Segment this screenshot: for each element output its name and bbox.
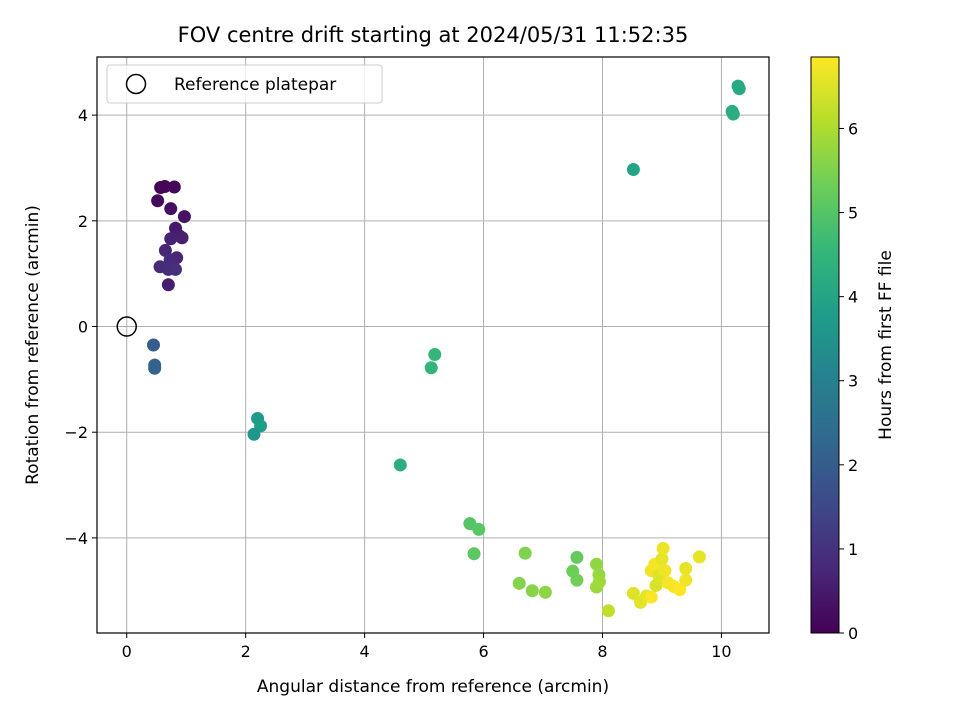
data-point — [679, 562, 693, 576]
data-point — [512, 576, 526, 590]
x-axis-label: Angular distance from reference (arcmin) — [257, 677, 609, 697]
data-point — [601, 604, 615, 618]
data-point — [393, 458, 407, 472]
data-point — [732, 82, 746, 96]
data-point — [570, 550, 584, 564]
x-tick-label: 8 — [597, 642, 607, 661]
chart-title: FOV centre drift starting at 2024/05/31 … — [178, 23, 689, 47]
data-point — [673, 583, 687, 597]
data-point — [593, 575, 607, 589]
axis-ticks: 0 2 4 6 8 10 −4 −2 0 2 4 — [64, 106, 731, 661]
data-point — [168, 262, 182, 276]
colorbar-gradient — [810, 56, 840, 634]
data-points — [116, 79, 746, 618]
data-point — [658, 564, 672, 578]
y-tick-label: −2 — [64, 423, 88, 442]
data-point — [518, 546, 532, 560]
x-tick-label: 4 — [360, 642, 370, 661]
data-point — [656, 541, 670, 555]
data-point — [525, 584, 539, 598]
data-point — [424, 361, 438, 375]
data-point — [626, 586, 640, 600]
data-point — [538, 585, 552, 599]
colorbar-tick-label: 6 — [848, 119, 858, 138]
legend: Reference platepar — [106, 64, 383, 104]
colorbar-tick-label: 3 — [848, 372, 858, 391]
x-tick-label: 6 — [478, 642, 488, 661]
colorbar-tick-label: 2 — [848, 456, 858, 475]
reference-marker — [116, 316, 137, 337]
legend-marker — [125, 73, 147, 95]
data-point — [467, 547, 481, 561]
data-point — [726, 107, 740, 121]
data-point — [164, 202, 178, 216]
data-point — [644, 590, 658, 604]
legend-box — [106, 64, 383, 104]
data-point — [570, 573, 584, 587]
data-point — [679, 573, 693, 587]
data-point — [167, 180, 181, 194]
colorbar-label: Hours from first FF file — [876, 250, 896, 440]
data-point — [692, 550, 706, 564]
colorbar-ticks: 0 1 2 3 4 5 6 — [839, 119, 858, 643]
data-point — [626, 163, 640, 177]
y-tick-label: 4 — [78, 106, 88, 125]
colorbar-tick-label: 5 — [848, 204, 858, 223]
data-point — [148, 361, 162, 375]
data-point — [472, 522, 486, 536]
data-point — [247, 427, 261, 441]
x-tick-label: 2 — [241, 642, 251, 661]
grid — [97, 57, 769, 633]
x-tick-label: 0 — [122, 642, 132, 661]
y-axis-label: Rotation from reference (arcmin) — [23, 205, 43, 485]
data-point — [164, 232, 178, 246]
data-point — [151, 194, 165, 208]
colorbar: 0 1 2 3 4 5 6 Hours from first FF file — [810, 56, 896, 643]
data-point — [146, 338, 160, 352]
data-point — [590, 557, 604, 571]
data-point — [175, 231, 189, 245]
data-point — [158, 179, 172, 193]
plot-frame — [96, 56, 770, 634]
y-tick-label: −4 — [64, 529, 88, 548]
colorbar-tick-label: 0 — [848, 624, 858, 643]
legend-label: Reference platepar — [174, 75, 336, 95]
x-tick-label: 10 — [711, 642, 731, 661]
data-point — [177, 210, 191, 224]
y-tick-label: 0 — [78, 318, 88, 337]
colorbar-tick-label: 1 — [848, 540, 858, 559]
y-tick-label: 2 — [78, 212, 88, 231]
data-point — [161, 278, 175, 292]
data-point — [428, 348, 442, 362]
colorbar-tick-label: 4 — [848, 288, 858, 307]
data-point — [655, 552, 669, 566]
